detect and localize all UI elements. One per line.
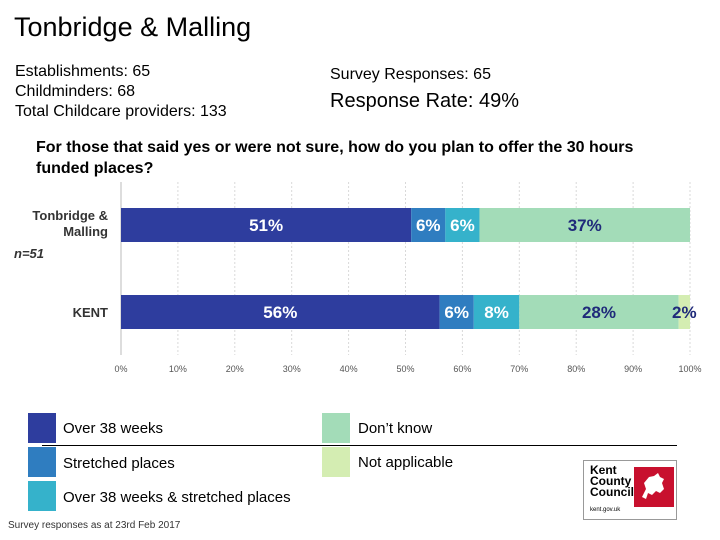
sample-size-note: n=51	[14, 246, 44, 261]
x-tick-label: 10%	[169, 364, 187, 374]
total-providers-count: Total Childcare providers: 133	[15, 103, 227, 120]
bar-segment	[121, 208, 412, 242]
legend-swatch-dont-know	[322, 413, 350, 443]
legend-label-dont-know: Don’t know	[358, 420, 433, 437]
data-label: 6%	[416, 216, 441, 235]
data-label: 56%	[263, 303, 297, 322]
data-label: 2%	[672, 303, 697, 322]
page-title: Tonbridge & Malling	[14, 12, 252, 42]
bar-segment	[121, 295, 440, 329]
x-tick-label: 20%	[226, 364, 244, 374]
bar-segment	[678, 295, 690, 329]
legend-label-stretched-places: Stretched places	[63, 455, 175, 472]
x-tick-label: 100%	[678, 364, 701, 374]
data-label: 37%	[568, 216, 602, 235]
bar-segment	[411, 208, 446, 242]
question-text: For those that said yes or were not sure…	[36, 139, 634, 177]
x-tick-label: 70%	[510, 364, 528, 374]
x-tick-label: 60%	[453, 364, 471, 374]
white-horse-icon	[634, 467, 674, 507]
category-label: Tonbridge &	[32, 208, 108, 223]
data-label: 8%	[484, 303, 509, 322]
provider-stats: Establishments: 65 Childminders: 68 Tota…	[15, 62, 227, 122]
legend-swatch-not-applicable	[322, 447, 350, 477]
legend-divider	[42, 445, 677, 446]
response-rate: Response Rate: 49%	[330, 90, 520, 112]
logo-url: kent.gov.uk	[590, 507, 621, 513]
x-tick-label: 90%	[624, 364, 642, 374]
x-tick-label: 40%	[340, 364, 358, 374]
bar-segment	[519, 295, 679, 329]
kent-county-council-logo: Kent County Council kent.gov.uk	[583, 460, 677, 520]
data-label: 28%	[582, 303, 616, 322]
legend-label-not-applicable: Not applicable	[358, 454, 454, 471]
legend-label-over-38-weeks: Over 38 weeks	[63, 420, 164, 437]
establishments-count: Establishments: 65	[15, 63, 151, 80]
data-label: 6%	[444, 303, 469, 322]
logo-wordmark: Kent County Council	[590, 463, 634, 499]
survey-responses: Survey Responses: 65	[330, 66, 491, 83]
data-label: 51%	[249, 216, 283, 235]
bar-segment	[479, 208, 690, 242]
footer-note: Survey responses as at 23rd Feb 2017	[8, 520, 181, 531]
x-tick-label: 80%	[567, 364, 585, 374]
bar-segment	[473, 295, 520, 329]
x-tick-label: 0%	[114, 364, 127, 374]
childminders-count: Childminders: 68	[15, 83, 136, 100]
legend-swatch-over-38-weeks	[28, 413, 56, 443]
data-label: 6%	[450, 216, 475, 235]
legend-swatch-stretched-places	[28, 447, 56, 477]
bar-segment	[445, 208, 480, 242]
category-label: Malling	[63, 224, 108, 239]
category-label: KENT	[73, 305, 108, 320]
x-tick-label: 50%	[396, 364, 414, 374]
bar-segment	[439, 295, 474, 329]
stacked-bar-chart: 0% 10% 20% 30% 40% 50% 60% 70% 80% 90% 100% Tonbrid…	[14, 182, 702, 374]
x-tick-label: 30%	[283, 364, 301, 374]
legend-label-over-38-and-stretched: Over 38 weeks & stretched places	[63, 489, 291, 506]
legend-swatch-over-38-and-stretched	[28, 481, 56, 511]
